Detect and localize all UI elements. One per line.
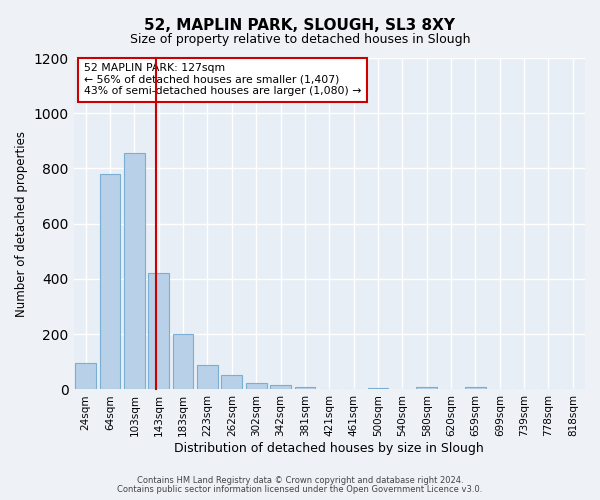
Bar [270,386,291,390]
Text: Contains HM Land Registry data © Crown copyright and database right 2024.: Contains HM Land Registry data © Crown c… [137,476,463,485]
Bar [246,384,266,390]
Bar [416,387,437,390]
Bar [197,365,218,390]
Bar [465,387,486,390]
Bar [100,174,121,390]
Bar [221,375,242,390]
Text: 52 MAPLIN PARK: 127sqm
← 56% of detached houses are smaller (1,407)
43% of semi-: 52 MAPLIN PARK: 127sqm ← 56% of detached… [84,63,361,96]
Bar [173,334,193,390]
Text: Size of property relative to detached houses in Slough: Size of property relative to detached ho… [130,32,470,46]
X-axis label: Distribution of detached houses by size in Slough: Distribution of detached houses by size … [175,442,484,455]
Text: Contains public sector information licensed under the Open Government Licence v3: Contains public sector information licen… [118,485,482,494]
Bar [368,388,388,390]
Bar [76,363,96,390]
Y-axis label: Number of detached properties: Number of detached properties [15,130,28,316]
Bar [148,274,169,390]
Bar [124,154,145,390]
Bar [295,387,315,390]
Text: 52, MAPLIN PARK, SLOUGH, SL3 8XY: 52, MAPLIN PARK, SLOUGH, SL3 8XY [145,18,455,32]
